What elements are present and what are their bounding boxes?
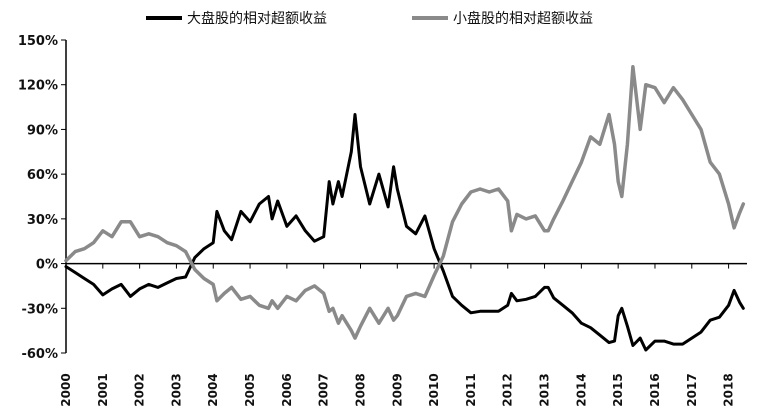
x-axis-ticks: 2000 2001 2002 2003 2004 2005 2006 2007 2008 2009… [59, 263, 736, 407]
x-tick-label: 2015 [611, 373, 625, 406]
x-tick-label: 2013 [538, 373, 552, 406]
series-line-small-cap [64, 65, 746, 340]
x-tick-label: 2010 [427, 373, 441, 406]
x-tick-label: 2001 [96, 373, 110, 406]
series-layer [64, 65, 746, 352]
x-tick-label: 2011 [464, 373, 478, 406]
series-line-large-cap [64, 113, 745, 352]
y-tick-label: -60% [21, 347, 58, 362]
y-tick-label: 90% [27, 123, 58, 138]
x-tick-label: 2005 [243, 373, 257, 406]
x-tick-label: 2007 [317, 373, 331, 406]
y-tick-label: 150% [18, 34, 58, 49]
legend-label-small-cap: 小盘股的相对超额收益 [453, 10, 593, 27]
y-tick-label: 60% [27, 168, 58, 183]
axes [65, 40, 747, 353]
x-tick-label: 2012 [501, 373, 515, 406]
x-tick-label: 2014 [574, 373, 588, 406]
y-tick-label: 0% [36, 258, 58, 273]
legend: 大盘股的相对超额收益 小盘股的相对超额收益 [146, 10, 593, 27]
x-tick-label: 2016 [648, 373, 662, 406]
x-tick-label: 2003 [169, 373, 183, 406]
y-tick-label: 30% [27, 213, 58, 228]
x-tick-label: 2002 [133, 373, 147, 406]
y-axis-ticks: 150% 120% 90% 60% 30% 0% -30% -60% [18, 34, 66, 362]
y-tick-label: 120% [18, 79, 58, 94]
x-tick-label: 2009 [390, 373, 404, 406]
x-tick-label: 2008 [353, 373, 367, 406]
legend-label-large-cap: 大盘股的相对超额收益 [187, 10, 327, 27]
x-tick-label: 2000 [59, 373, 73, 406]
x-tick-label: 2017 [685, 373, 699, 406]
x-tick-label: 2018 [722, 373, 736, 406]
x-tick-label: 2006 [280, 373, 294, 406]
x-tick-label: 2004 [206, 373, 220, 406]
y-tick-label: -30% [21, 302, 58, 317]
